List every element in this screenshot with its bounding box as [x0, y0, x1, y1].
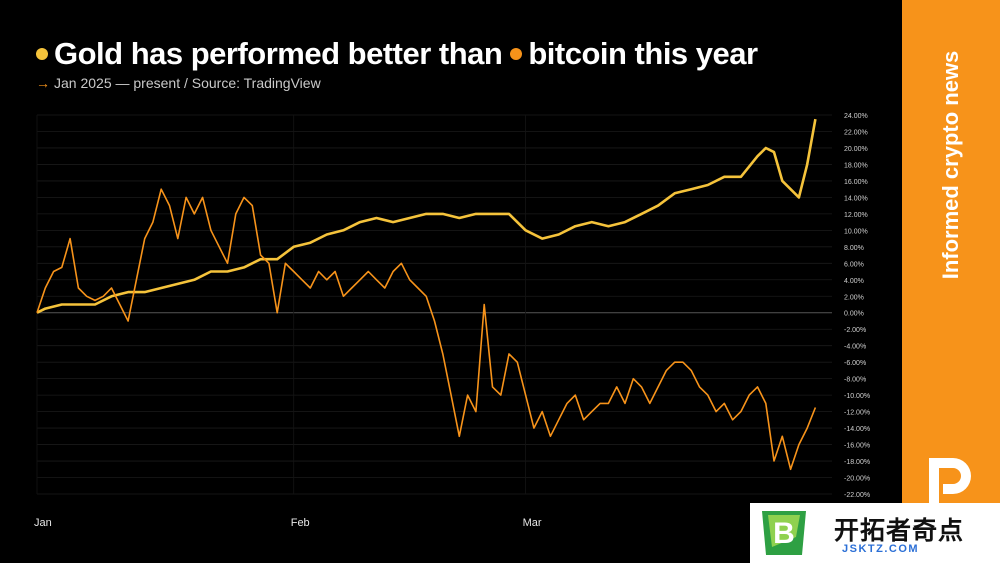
series-lines	[36, 118, 817, 471]
x-axis-ticks: Jan Feb Mar	[34, 517, 542, 529]
title-part-gold: Gold has performed better than	[54, 36, 503, 71]
y-tick-label: 2.00%	[844, 294, 864, 301]
y-tick-label: -16.00%	[844, 443, 870, 450]
series-line-bitcoin	[36, 188, 817, 471]
y-tick-label: -6.00%	[844, 360, 866, 367]
bitcoin-legend-dot	[510, 48, 523, 60]
y-tick-label: -18.00%	[844, 459, 870, 466]
line-chart: 24.00% 22.00% 20.00% 18.00% 16.00% 14.00% 12.0…	[34, 113, 870, 529]
grid	[36, 114, 832, 495]
title-part-bitcoin: bitcoin this year	[528, 36, 758, 71]
watermark-text: 开拓者奇点	[834, 517, 965, 545]
y-tick-label: 6.00%	[844, 261, 864, 268]
y-tick-label: 14.00%	[844, 195, 868, 202]
y-tick-label: 16.00%	[844, 179, 868, 186]
protos-logo-icon	[929, 458, 971, 504]
x-tick-label: Jan	[34, 517, 52, 529]
y-tick-label: -8.00%	[844, 377, 866, 384]
watermark: B 开拓者奇点 JSKTZ.COM	[750, 503, 1000, 563]
y-tick-label: 10.00%	[844, 228, 868, 235]
y-tick-label: 12.00%	[844, 212, 868, 219]
y-tick-label: -14.00%	[844, 426, 870, 433]
watermark-logo-icon: B	[762, 511, 806, 555]
x-tick-label: Feb	[291, 517, 310, 529]
y-axis-ticks: 24.00% 22.00% 20.00% 18.00% 16.00% 14.00% 12.0…	[844, 113, 870, 499]
y-tick-label: -22.00%	[844, 492, 870, 499]
brand-sidebar: Informed crypto news	[902, 0, 1000, 563]
gold-legend-dot	[36, 48, 48, 60]
y-tick-label: 22.00%	[844, 129, 868, 136]
y-tick-label: 18.00%	[844, 162, 868, 169]
y-tick-label: 0.00%	[844, 311, 864, 318]
watermark-url: JSKTZ.COM	[842, 543, 920, 555]
y-tick-label: -4.00%	[844, 344, 866, 351]
y-tick-label: -10.00%	[844, 393, 870, 400]
y-tick-label: 20.00%	[844, 146, 868, 153]
y-tick-label: 24.00%	[844, 113, 868, 120]
sidebar-tagline: Informed crypto news	[938, 50, 963, 280]
y-tick-label: -2.00%	[844, 327, 866, 334]
arrow-right-icon: →	[36, 75, 50, 91]
y-tick-label: 4.00%	[844, 278, 864, 285]
watermark-logo-letter: B	[773, 517, 795, 550]
chart-subtitle: → Jan 2025 — present / Source: TradingVie…	[36, 75, 321, 91]
series-line-gold	[36, 118, 817, 314]
chart-title: Gold has performed better than bitcoin t…	[36, 36, 758, 72]
x-tick-label: Mar	[523, 517, 542, 529]
y-tick-label: 8.00%	[844, 245, 864, 252]
y-tick-label: -12.00%	[844, 410, 870, 417]
y-tick-label: -20.00%	[844, 476, 870, 483]
subtitle-text: Jan 2025 — present / Source: TradingView	[54, 75, 321, 91]
